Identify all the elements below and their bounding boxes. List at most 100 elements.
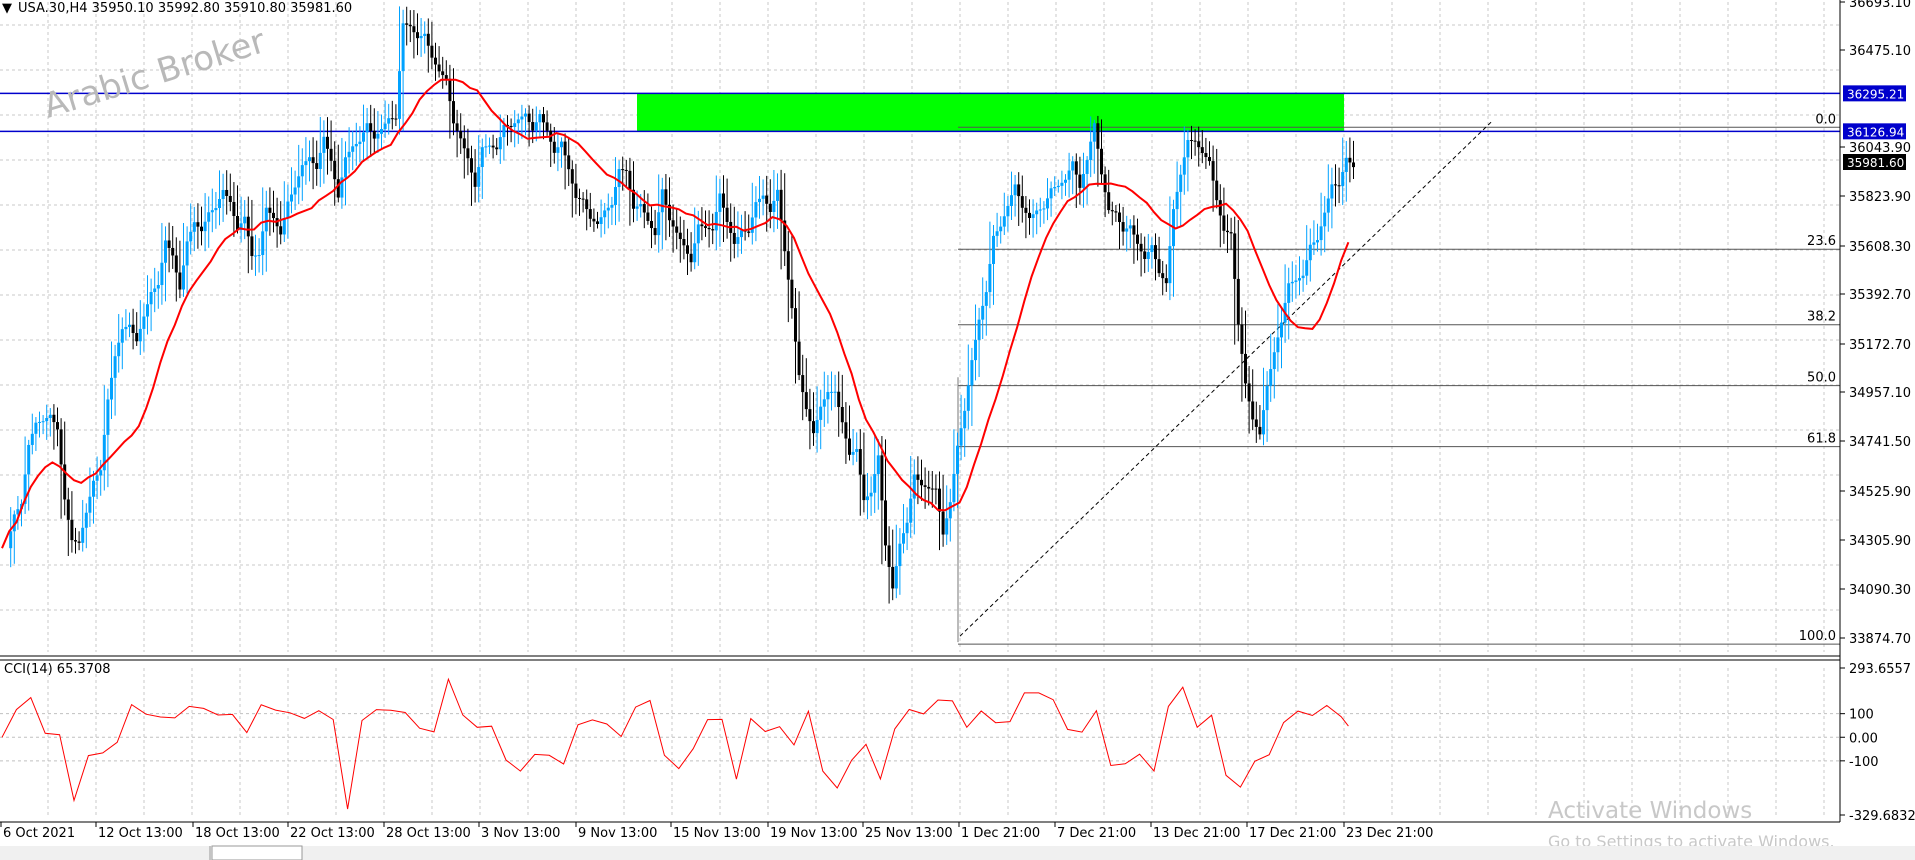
candle [1085, 156, 1089, 205]
candle [876, 439, 880, 510]
candle [995, 212, 999, 247]
candle-body [210, 210, 214, 213]
candle [1053, 176, 1057, 196]
candle-body [131, 324, 135, 334]
candle [1312, 220, 1316, 255]
candle-body [786, 251, 790, 280]
candle-body [585, 199, 589, 210]
candle [236, 185, 239, 234]
candle-body [668, 204, 671, 221]
candle-body [761, 195, 765, 199]
candle [423, 21, 427, 54]
candle [592, 208, 596, 232]
candle-body [981, 305, 985, 320]
candle [1276, 303, 1280, 372]
candle-body [747, 231, 751, 233]
candle-body [1301, 275, 1305, 279]
supply-zone[interactable] [637, 93, 1344, 132]
candle-body [1085, 160, 1089, 174]
candle [545, 110, 549, 136]
fibonacci-retracement[interactable]: 0.0 23.6 38.2 50.0 61.8 100.0 [957, 112, 1840, 645]
candle [441, 56, 445, 89]
candle [1164, 264, 1168, 292]
time-tick-label: 6 Oct 2021 [3, 826, 75, 841]
candle-body [1269, 369, 1273, 386]
candle [142, 303, 146, 352]
fib-level-label: 61.8 [1807, 432, 1836, 447]
candle [322, 120, 326, 184]
candle [466, 128, 470, 176]
candle-body [437, 64, 441, 72]
candle-body [1107, 192, 1111, 211]
candle-body [1319, 226, 1323, 241]
candle-body [894, 566, 898, 589]
dropdown-arrow-icon[interactable]: ▼ [2, 1, 12, 16]
candle-body [477, 167, 481, 187]
candle [239, 196, 243, 243]
candle-body [1092, 123, 1096, 142]
candle-body [934, 488, 938, 490]
candle [1024, 196, 1028, 239]
candle [970, 347, 974, 427]
candle-body [138, 328, 142, 342]
candle-body [545, 122, 549, 131]
candle [1254, 401, 1258, 443]
candle [815, 386, 819, 453]
candle-body [38, 421, 41, 423]
time-tick-label: 15 Nov 13:00 [673, 826, 761, 841]
candle-body [160, 262, 164, 286]
candle-body [711, 229, 715, 231]
cci-tick-label: -100 [1849, 755, 1879, 770]
candle-body [358, 141, 362, 144]
candle-body [912, 474, 916, 499]
candle-body [419, 35, 423, 39]
candle-body [819, 406, 823, 420]
candle [624, 159, 628, 188]
candle-body [1352, 162, 1355, 168]
candle [210, 188, 214, 233]
candle-body [1265, 385, 1269, 411]
candle-body [592, 218, 596, 222]
candle [102, 385, 106, 491]
candle [185, 226, 189, 294]
candle [1208, 141, 1211, 166]
candle-body [1168, 246, 1172, 284]
fib-level-label: 100.0 [1799, 629, 1836, 644]
candle [992, 225, 995, 305]
candle [1326, 164, 1330, 232]
candle [135, 312, 139, 346]
candle-body [1179, 174, 1183, 192]
candle [27, 439, 31, 511]
price-tick-label: 35608.30 [1849, 240, 1911, 255]
candle-body [228, 195, 232, 202]
candle [38, 411, 41, 438]
candle-body [1035, 210, 1039, 215]
candle-body [657, 212, 661, 236]
candle [1002, 192, 1006, 236]
candle [574, 163, 578, 215]
candle-body [1139, 243, 1143, 252]
candle [952, 429, 956, 512]
candle-body [570, 169, 574, 184]
candle-body [491, 145, 495, 148]
candle [174, 237, 178, 302]
candle-body [135, 333, 139, 342]
candle [257, 238, 261, 273]
candle-body [826, 391, 830, 400]
candle [570, 160, 574, 218]
candle [484, 134, 488, 158]
candle-body [1280, 322, 1283, 338]
candle [336, 144, 340, 203]
candle-body [207, 212, 211, 222]
active-tab[interactable] [211, 845, 303, 860]
candle [1290, 261, 1294, 302]
candlestick-series [9, 6, 1355, 604]
candle [1298, 256, 1301, 296]
candle-body [1121, 222, 1125, 232]
candle-body [1200, 147, 1204, 154]
candle-body [1042, 208, 1046, 210]
candle-body [225, 189, 229, 196]
candle-body [700, 224, 704, 227]
time-tick-label: 23 Dec 21:00 [1346, 826, 1433, 841]
